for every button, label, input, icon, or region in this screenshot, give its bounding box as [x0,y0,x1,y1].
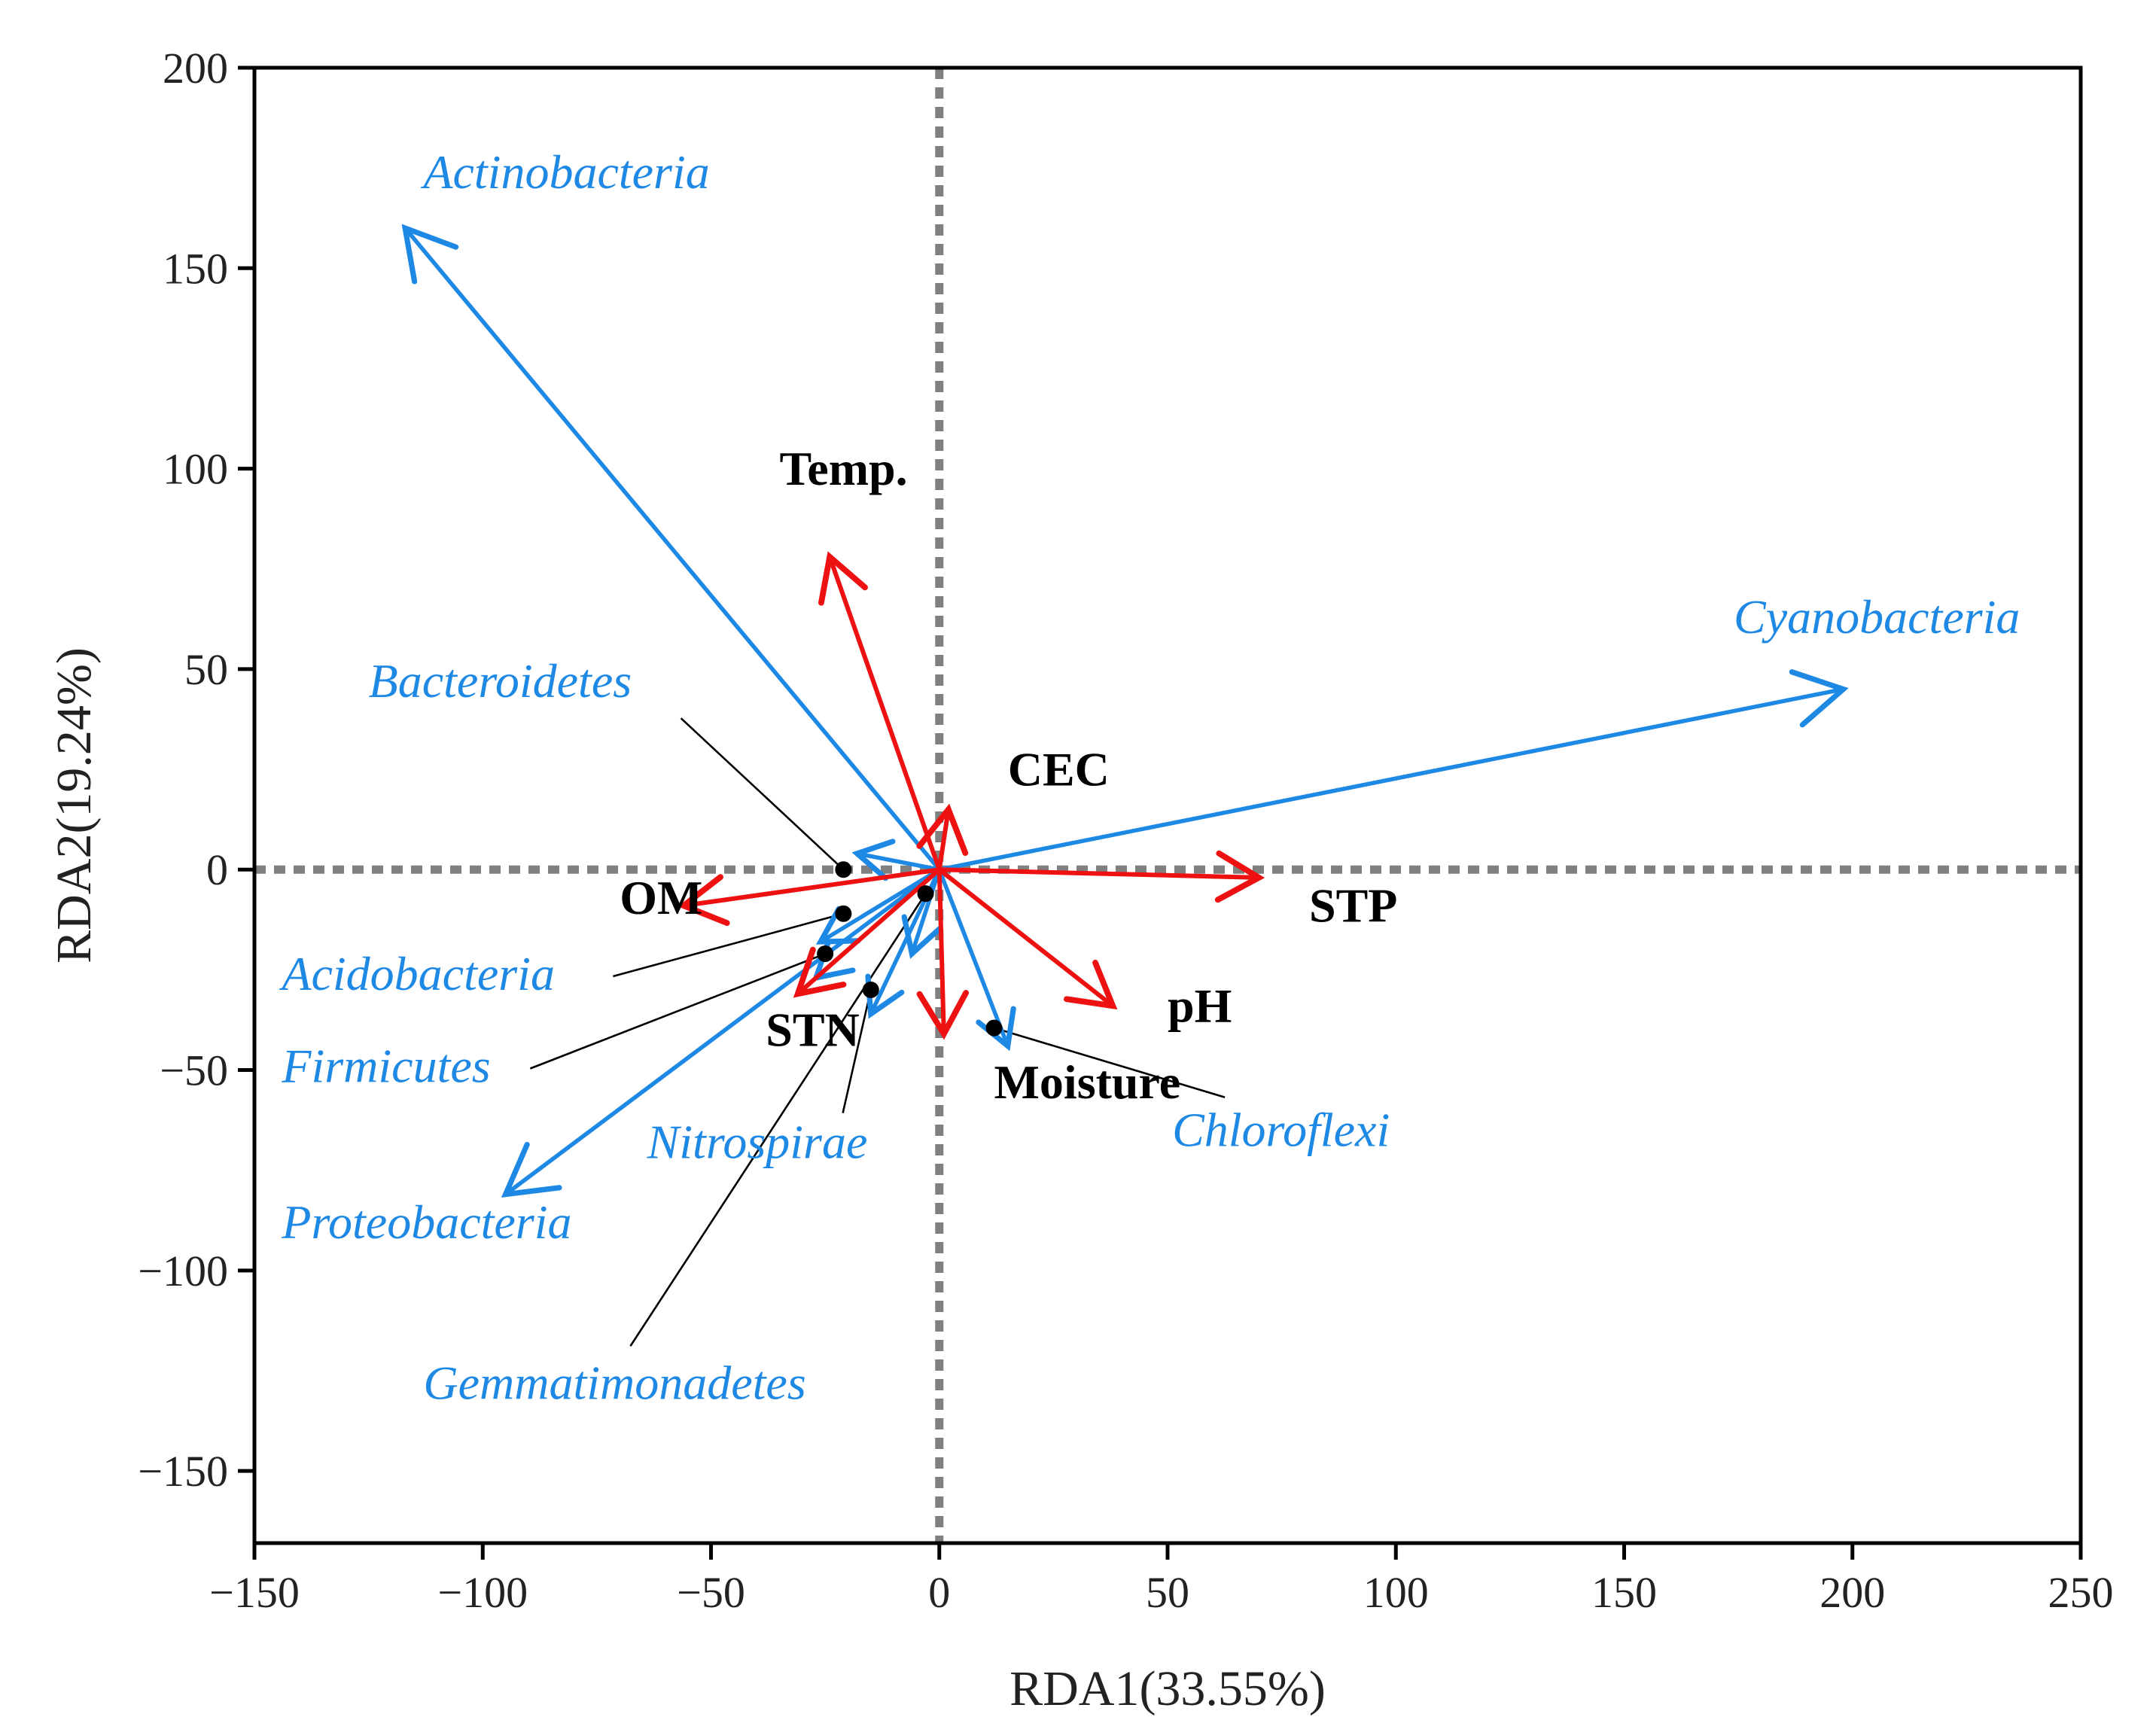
env-label-moisture: Moisture [994,1055,1181,1109]
species-label-bacteroidetes: Bacteroidetes [369,654,632,708]
env-moisture-vector-line [936,867,946,1037]
species-firmicutes-point [817,945,834,963]
species-acidobacteria-leader-line [613,912,844,978]
species-bacteroidetes-vector-line [854,851,942,872]
env-om-arrowhead [678,874,730,927]
species-actinobacteria-arrowhead [401,224,459,285]
plot-frame [252,65,2083,1545]
species-label-firmicutes: Firmicutes [281,1040,490,1093]
species-bacteroidetes-arrowhead [851,839,896,881]
species-label-cyanobacteria: Cyanobacteria [1734,590,2020,644]
species-label-chloroflexi: Chloroflexi [1172,1104,1390,1157]
species-bacteroidetes-point [835,861,852,878]
env-label-ph: pH [1168,979,1232,1033]
env-label-stp: STP [1309,878,1397,932]
species-nitrospirae-point [862,982,879,998]
y-tick-label: 200 [163,44,228,93]
x-tick-label: 50 [1146,1568,1189,1617]
env-temp-arrowhead [818,551,868,606]
species-gemmatimonadetes-arrowhead [901,914,942,959]
x-tick-label: 0 [928,1568,950,1617]
x-tick-label: 100 [1363,1568,1429,1617]
species-label-actinobacteria: Actinobacteria [420,145,709,199]
env-cec-arrowhead [916,803,969,857]
species-acidobacteria-point [835,905,852,922]
x-tick-label: −150 [209,1568,300,1617]
species-gemmatimonadetes-leader-line [629,893,927,1347]
y-tick-label: 150 [163,244,228,293]
env-temp-vector-line [827,554,942,872]
species-cyanobacteria-vector-line [937,686,1846,872]
species-chloroflexi-point [985,1019,1003,1037]
species-label-nitrospirae: Nitrospirae [647,1116,868,1169]
env-cec-vector-line [936,807,951,872]
y-tick-label: 100 [163,445,228,494]
env-stn-vector-line [795,867,942,997]
y-tick-label: 50 [184,645,228,694]
env-om-vector-line [681,867,942,909]
y-tick-label: −150 [138,1447,228,1496]
y-axis-title: RDA2(19.24%) [47,647,102,964]
species-chloroflexi-vector-line [937,867,1010,1049]
env-stp-vector-line [936,867,1262,880]
env-label-temp: Temp. [779,442,907,495]
x-tick-label: 200 [1820,1568,1885,1617]
species-nitrospirae-leader-line [842,989,872,1113]
y-tick-label: −50 [160,1046,228,1095]
species-label-acidobacteria: Acidobacteria [279,947,555,1000]
env-moisture-arrowhead [916,990,970,1040]
env-stn-arrowhead [793,946,847,998]
env-label-om: OM [620,871,702,924]
env-stp-arrowhead [1214,850,1265,903]
env-label-cec: CEC [1008,742,1110,796]
species-proteobacteria-arrowhead [501,1141,562,1198]
species-cyanobacteria-arrowhead [1789,669,1849,728]
x-axis-title: RDA1(33.55%) [1009,1661,1326,1716]
env-ph-vector-line [936,867,1116,1009]
x-tick-label: −100 [437,1568,528,1617]
env-label-stn: STN [766,1003,860,1057]
species-acidobacteria-arrowhead [815,906,861,945]
x-tick-label: 250 [2048,1568,2114,1617]
y-tick-label: −100 [138,1247,228,1295]
species-proteobacteria-vector-line [503,867,942,1197]
species-label-gemmatimonadetes: Gemmatimonadetes [423,1356,805,1409]
species-gemmatimonadetes-vector-line [909,867,942,956]
y-tick-label: 0 [206,845,228,894]
x-tick-label: −50 [677,1568,745,1617]
species-bacteroidetes-leader-line [680,717,845,871]
species-gemmatimonadetes-point [917,885,934,903]
species-acidobacteria-vector-line [818,867,942,944]
env-ph-arrowhead [1063,959,1118,1010]
species-label-proteobacteria: Proteobacteria [281,1195,571,1249]
x-tick-label: 150 [1591,1568,1657,1617]
species-chloroflexi-leader-line [994,1027,1226,1098]
species-firmicutes-leader-line [529,952,826,1070]
species-actinobacteria-vector-line [403,226,942,872]
